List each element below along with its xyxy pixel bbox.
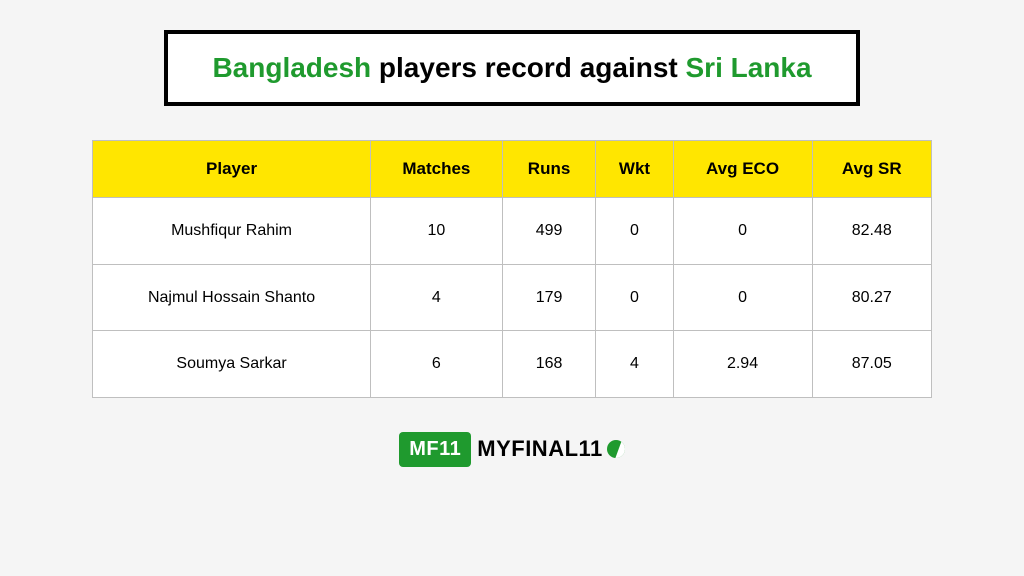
table-row: Mushfiqur Rahim 10 499 0 0 82.48 (93, 198, 932, 265)
title-box: Bangladesh players record against Sri La… (164, 30, 859, 106)
col-player: Player (93, 141, 371, 198)
cell-wkt: 4 (596, 331, 673, 398)
title-middle: players record against (371, 52, 685, 83)
col-avg-eco: Avg ECO (673, 141, 812, 198)
cell-wkt: 0 (596, 198, 673, 265)
cell-avg-sr: 80.27 (812, 264, 931, 331)
logo-text: MYFINAL11 (477, 436, 625, 462)
cell-avg-eco: 2.94 (673, 331, 812, 398)
cell-player: Mushfiqur Rahim (93, 198, 371, 265)
brand-logo: MF11 MYFINAL11 (399, 432, 625, 467)
col-wkt: Wkt (596, 141, 673, 198)
cell-avg-eco: 0 (673, 198, 812, 265)
table-row: Najmul Hossain Shanto 4 179 0 0 80.27 (93, 264, 932, 331)
cell-player: Soumya Sarkar (93, 331, 371, 398)
cell-player: Najmul Hossain Shanto (93, 264, 371, 331)
cell-avg-eco: 0 (673, 264, 812, 331)
table-row: Soumya Sarkar 6 168 4 2.94 87.05 (93, 331, 932, 398)
col-runs: Runs (502, 141, 596, 198)
cell-wkt: 0 (596, 264, 673, 331)
table-header-row: Player Matches Runs Wkt Avg ECO Avg SR (93, 141, 932, 198)
cell-runs: 179 (502, 264, 596, 331)
col-matches: Matches (371, 141, 503, 198)
col-avg-sr: Avg SR (812, 141, 931, 198)
stats-table: Player Matches Runs Wkt Avg ECO Avg SR M… (92, 140, 932, 398)
logo-text-label: MYFINAL11 (477, 436, 603, 462)
cell-matches: 4 (371, 264, 503, 331)
cell-avg-sr: 82.48 (812, 198, 931, 265)
title-team-1: Bangladesh (212, 52, 371, 83)
logo-badge: MF11 (399, 432, 471, 467)
cell-runs: 499 (502, 198, 596, 265)
cell-matches: 10 (371, 198, 503, 265)
stats-table-wrap: Player Matches Runs Wkt Avg ECO Avg SR M… (92, 140, 932, 398)
page-title: Bangladesh players record against Sri La… (212, 52, 811, 84)
cell-avg-sr: 87.05 (812, 331, 931, 398)
title-team-2: Sri Lanka (686, 52, 812, 83)
cell-runs: 168 (502, 331, 596, 398)
cricket-ball-icon (607, 440, 625, 458)
cell-matches: 6 (371, 331, 503, 398)
